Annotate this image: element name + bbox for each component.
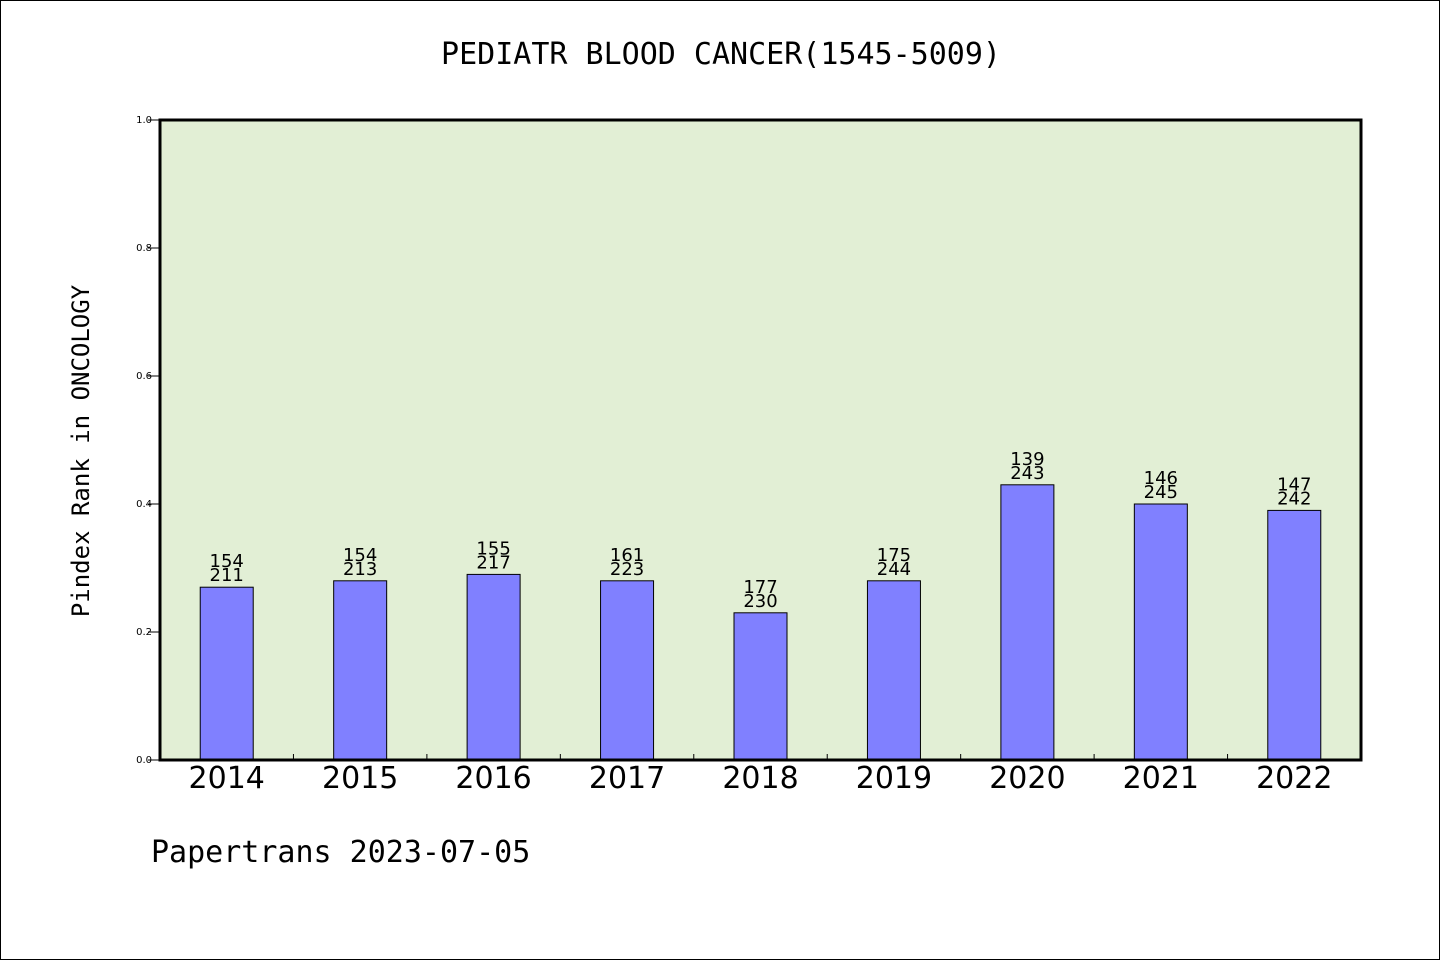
bar xyxy=(1000,484,1055,761)
bar xyxy=(600,580,655,761)
bar-label-top: 146 xyxy=(1144,468,1178,489)
bar-label-top: 155 xyxy=(476,538,510,559)
bar-label-bottom: 217 xyxy=(476,552,510,573)
y-tick-label: 0.8 xyxy=(136,243,152,254)
x-tick-label: 2020 xyxy=(989,761,1065,796)
bar-label-bottom: 213 xyxy=(343,559,377,580)
bar-label-bottom: 244 xyxy=(877,559,911,580)
y-tick-label: 0.0 xyxy=(136,755,152,766)
plot-border xyxy=(158,118,1363,762)
bar-label-top: 154 xyxy=(210,551,244,572)
x-tick-label: 2021 xyxy=(1123,761,1199,796)
bar-label-bottom: 223 xyxy=(610,559,644,580)
y-tick-label: 1.0 xyxy=(136,115,152,126)
bar-label-bottom: 245 xyxy=(1144,482,1178,503)
bar-label-bottom: 243 xyxy=(1010,463,1044,484)
x-tick-label: 2018 xyxy=(722,761,798,796)
bar-label-top: 139 xyxy=(1010,449,1044,470)
bar-label-bottom: 242 xyxy=(1277,488,1311,509)
bar xyxy=(866,580,921,761)
bar-label-top: 177 xyxy=(743,577,777,598)
x-tick-label: 2017 xyxy=(589,761,665,796)
bar-label-top: 175 xyxy=(877,545,911,566)
bar xyxy=(1133,503,1188,761)
x-tick-label: 2016 xyxy=(455,761,531,796)
bar-label-top: 161 xyxy=(610,545,644,566)
footer-text: Papertrans 2023-07-05 xyxy=(151,835,531,870)
bar-label-bottom: 230 xyxy=(743,591,777,612)
y-tick-label: 0.6 xyxy=(136,371,152,382)
bar xyxy=(733,612,788,761)
y-axis: 0.0 0.2 0.4 0.6 0.8 1.0 xyxy=(136,115,160,766)
bar xyxy=(333,580,388,761)
bar-label-top: 147 xyxy=(1277,474,1311,495)
bar xyxy=(466,573,521,761)
x-tick-label: 2014 xyxy=(189,761,265,796)
y-tick-label: 0.2 xyxy=(136,627,152,638)
bar xyxy=(1267,509,1322,761)
x-tick-label: 2019 xyxy=(856,761,932,796)
x-tick-label: 2022 xyxy=(1256,761,1332,796)
y-tick-label: 0.4 xyxy=(136,499,152,510)
bar xyxy=(199,586,254,761)
x-tick-label: 2015 xyxy=(322,761,398,796)
chart-title: PEDIATR BLOOD CANCER(1545-5009) xyxy=(441,37,1001,72)
bar-label-top: 154 xyxy=(343,545,377,566)
x-axis: 2014 2015 2016 2017 2018 2019 2020 2021 2022 xyxy=(189,754,1332,796)
bar-label-bottom: 211 xyxy=(210,565,244,586)
